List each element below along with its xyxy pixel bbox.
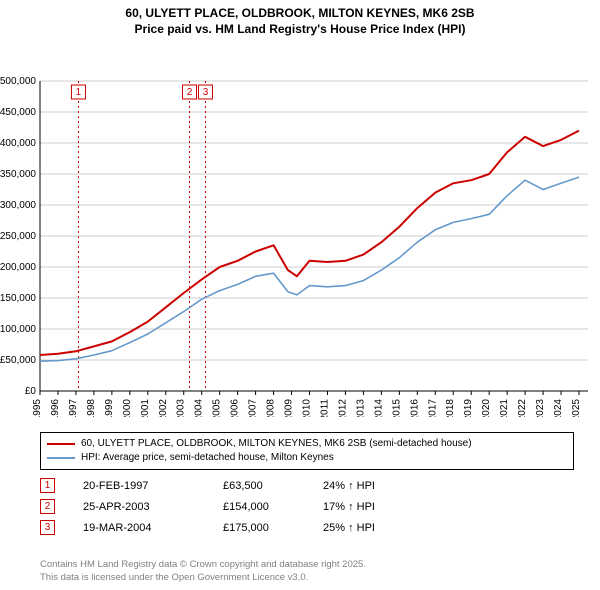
x-tick-label: 2025 (571, 399, 582, 417)
x-tick-label: 2003 (176, 399, 187, 417)
x-tick-label: 2000 (122, 399, 133, 417)
sale-hpi: 17% ↑ HPI (323, 501, 423, 513)
x-tick-label: 2024 (553, 399, 564, 417)
x-tick-label: 2023 (535, 399, 546, 417)
y-tick-label: £400,000 (0, 138, 36, 149)
sale-date: 25-APR-2003 (83, 501, 223, 513)
chart-container: 60, ULYETT PLACE, OLDBROOK, MILTON KEYNE… (0, 0, 600, 590)
sale-hpi: 24% ↑ HPI (323, 480, 423, 492)
x-tick-label: 1996 (50, 399, 61, 417)
y-tick-label: £100,000 (0, 324, 36, 335)
y-tick-label: £150,000 (0, 293, 36, 304)
sales-table: 1 20-FEB-1997£63,50024% ↑ HPI 2 25-APR-2003… (40, 478, 560, 541)
x-tick-label: 2022 (517, 399, 528, 417)
sale-marker-number: 3 (203, 87, 209, 98)
sale-row-marker: 1 (40, 478, 55, 493)
sale-price: £175,000 (223, 522, 323, 534)
x-tick-label: 2012 (337, 399, 348, 417)
y-tick-label: £500,000 (0, 76, 36, 87)
x-tick-label: 2019 (463, 399, 474, 417)
x-tick-label: 2018 (445, 399, 456, 417)
sale-row-marker: 2 (40, 499, 55, 514)
x-tick-label: 2020 (481, 399, 492, 417)
x-tick-label: 2009 (284, 399, 295, 417)
y-tick-label: £250,000 (0, 231, 36, 242)
sale-marker-number: 2 (187, 87, 193, 98)
x-tick-label: 2001 (140, 399, 151, 417)
x-tick-label: 2002 (158, 399, 169, 417)
sale-row: 1 20-FEB-1997£63,50024% ↑ HPI (40, 478, 560, 493)
x-tick-label: 2010 (302, 399, 313, 417)
chart-title: 60, ULYETT PLACE, OLDBROOK, MILTON KEYNE… (0, 0, 600, 37)
x-tick-label: 2011 (319, 399, 330, 417)
x-tick-label: 1998 (86, 399, 97, 417)
sale-hpi: 25% ↑ HPI (323, 522, 423, 534)
x-tick-label: 2016 (409, 399, 420, 417)
sale-price: £63,500 (223, 480, 323, 492)
legend-label: 60, ULYETT PLACE, OLDBROOK, MILTON KEYNE… (81, 437, 472, 451)
x-tick-label: 1997 (68, 399, 79, 417)
sale-date: 20-FEB-1997 (83, 480, 223, 492)
attribution: Contains HM Land Registry data © Crown c… (40, 559, 366, 584)
legend: 60, ULYETT PLACE, OLDBROOK, MILTON KEYNE… (40, 432, 574, 470)
y-tick-label: £50,000 (0, 355, 36, 366)
x-tick-label: 2013 (355, 399, 366, 417)
attribution-line-2: This data is licensed under the Open Gov… (40, 572, 308, 583)
y-tick-label: £200,000 (0, 262, 36, 273)
title-line-2: Price paid vs. HM Land Registry's House … (135, 22, 466, 36)
sale-price: £154,000 (223, 501, 323, 513)
sale-row: 3 19-MAR-2004£175,00025% ↑ HPI (40, 520, 560, 535)
y-tick-label: £450,000 (0, 107, 36, 118)
x-tick-label: 2014 (373, 399, 384, 417)
x-tick-label: 2005 (212, 399, 223, 417)
sale-row-marker: 3 (40, 520, 55, 535)
attribution-line-1: Contains HM Land Registry data © Crown c… (40, 559, 366, 570)
x-tick-label: 2015 (391, 399, 402, 417)
x-tick-label: 2006 (230, 399, 241, 417)
x-tick-label: 2017 (427, 399, 438, 417)
x-tick-label: 2004 (194, 399, 205, 417)
legend-label: HPI: Average price, semi-detached house,… (81, 451, 334, 465)
y-tick-label: £300,000 (0, 200, 36, 211)
y-tick-label: £0 (25, 386, 37, 397)
x-tick-label: 2021 (499, 399, 510, 417)
sale-marker-number: 1 (76, 87, 82, 98)
x-tick-label: 1999 (104, 399, 115, 417)
x-tick-label: 2008 (266, 399, 277, 417)
legend-row: HPI: Average price, semi-detached house,… (47, 451, 567, 465)
legend-row: 60, ULYETT PLACE, OLDBROOK, MILTON KEYNE… (47, 437, 567, 451)
title-line-1: 60, ULYETT PLACE, OLDBROOK, MILTON KEYNE… (125, 6, 474, 20)
legend-swatch (47, 443, 75, 445)
sale-date: 19-MAR-2004 (83, 522, 223, 534)
x-tick-label: 2007 (248, 399, 259, 417)
series-price_paid (40, 131, 579, 355)
x-tick-label: 1995 (32, 399, 43, 417)
line-chart: £0 £50,000 £100,000 £150,000 £200,000 £250,00… (0, 37, 600, 417)
y-tick-label: £350,000 (0, 169, 36, 180)
legend-swatch (47, 457, 75, 459)
sale-row: 2 25-APR-2003£154,00017% ↑ HPI (40, 499, 560, 514)
